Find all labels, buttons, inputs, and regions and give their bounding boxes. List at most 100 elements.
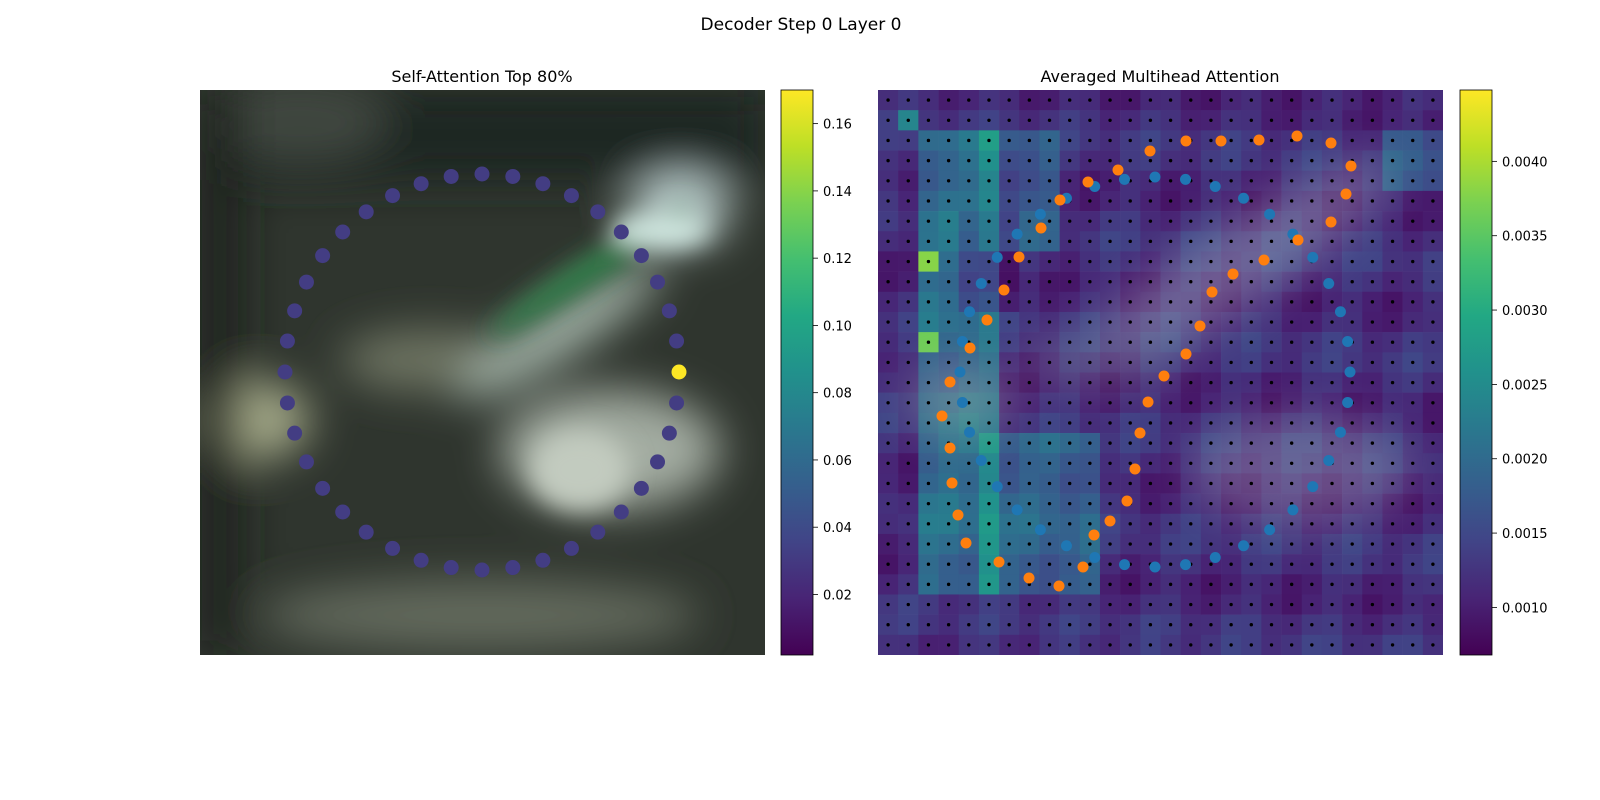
orange-point xyxy=(1194,320,1206,332)
grid-dot xyxy=(1310,501,1314,506)
grid-dot xyxy=(1189,239,1193,244)
grid-dot xyxy=(1209,259,1213,264)
multihead-colorbar-tick-label: 0.0025 xyxy=(1502,378,1548,393)
grid-dot xyxy=(1330,401,1334,405)
ring-point xyxy=(535,552,551,568)
blue-point xyxy=(956,335,968,347)
grid-dot xyxy=(1168,643,1173,647)
grid-dot xyxy=(1269,582,1274,587)
grid-dot xyxy=(1168,562,1173,566)
grid-dot xyxy=(1007,98,1011,102)
grid-dot xyxy=(1249,320,1254,324)
blue-point xyxy=(1011,504,1023,516)
blue-point xyxy=(964,426,976,438)
grid-dot xyxy=(1108,582,1112,587)
self-attention-title: Self-Attention Top 80% xyxy=(391,67,572,86)
grid-dot xyxy=(906,461,910,466)
blue-point xyxy=(1264,208,1276,220)
grid-dot xyxy=(1209,239,1213,244)
grid-dot xyxy=(1289,380,1294,385)
grid-dot xyxy=(1047,542,1052,546)
orange-point xyxy=(1112,164,1124,176)
grid-dot xyxy=(1390,118,1395,122)
ring-point xyxy=(315,480,331,496)
grid-dot xyxy=(1310,421,1314,425)
grid-dot xyxy=(1047,118,1052,122)
grid-dot xyxy=(906,542,910,546)
grid-dot xyxy=(1148,138,1153,143)
grid-dot xyxy=(886,481,890,486)
grid-dot xyxy=(987,623,991,627)
blue-ring-points xyxy=(954,171,1356,573)
grid-dot xyxy=(1088,522,1092,526)
grid-dot xyxy=(906,602,910,607)
grid-dot xyxy=(1411,602,1415,607)
grid-dot xyxy=(1128,320,1132,324)
self-attention-colorbar-tick-label: 0.14 xyxy=(823,185,852,200)
grid-dot xyxy=(1148,118,1153,122)
orange-point xyxy=(1054,194,1066,206)
grid-dot xyxy=(1411,179,1415,183)
grid-dot xyxy=(1088,300,1092,304)
grid-dot xyxy=(1411,623,1415,627)
grid-dot xyxy=(1088,199,1092,203)
grid-dot xyxy=(987,179,991,183)
grid-dot xyxy=(1027,320,1032,324)
grid-dot xyxy=(1209,360,1213,365)
grid-dot xyxy=(886,340,890,344)
grid-dot xyxy=(1047,562,1052,566)
grid-dot xyxy=(1249,623,1254,627)
grid-dot xyxy=(1027,300,1032,304)
grid-dot xyxy=(886,441,890,445)
grid-dot xyxy=(1108,360,1112,365)
grid-dot xyxy=(1431,300,1435,304)
grid-dot xyxy=(1289,360,1294,365)
grid-dot xyxy=(1067,259,1072,264)
grid-dot xyxy=(1390,239,1395,244)
grid-dot xyxy=(1027,481,1032,486)
grid-dot xyxy=(1209,441,1213,445)
orange-point xyxy=(1053,580,1065,592)
grid-dot xyxy=(886,199,890,203)
grid-dot xyxy=(1370,562,1375,566)
orange-point xyxy=(944,442,956,454)
grid-dot xyxy=(1249,380,1254,385)
grid-dot xyxy=(1370,158,1375,163)
grid-dot xyxy=(1027,98,1032,102)
grid-dot xyxy=(1249,602,1254,607)
grid-dot xyxy=(987,582,991,587)
grid-dot xyxy=(1027,643,1032,647)
grid-dot xyxy=(967,179,971,183)
grid-dot xyxy=(1310,300,1314,304)
grid-dot xyxy=(906,623,910,627)
grid-dot xyxy=(1209,421,1213,425)
blue-point xyxy=(1334,426,1346,438)
grid-dot xyxy=(1148,320,1153,324)
grid-dot xyxy=(1229,602,1233,607)
grid-dot xyxy=(906,421,910,425)
grid-dot xyxy=(1047,481,1052,486)
grid-dot xyxy=(926,522,931,526)
grid-dot xyxy=(1350,320,1354,324)
grid-dot xyxy=(967,158,971,163)
grid-dot xyxy=(1431,501,1435,506)
grid-dot xyxy=(1027,259,1032,264)
grid-dot xyxy=(906,179,910,183)
grid-dot xyxy=(1370,643,1375,647)
self-attention-colorbar-tick-label: 0.08 xyxy=(823,387,852,402)
grid-dot xyxy=(1067,562,1072,566)
grid-dot xyxy=(1330,98,1334,102)
grid-dot xyxy=(1411,542,1415,546)
grid-dot xyxy=(946,118,951,122)
grid-dot xyxy=(1007,239,1011,244)
grid-dot xyxy=(1067,300,1072,304)
grid-dot xyxy=(1370,421,1375,425)
grid-dot xyxy=(1269,501,1274,506)
grid-dot xyxy=(1310,179,1314,183)
grid-dot xyxy=(987,239,991,244)
grid-dot xyxy=(926,219,931,223)
grid-dot xyxy=(1431,461,1435,466)
blue-point xyxy=(1264,524,1276,536)
grid-dot xyxy=(1088,562,1092,566)
grid-dot xyxy=(886,259,890,264)
